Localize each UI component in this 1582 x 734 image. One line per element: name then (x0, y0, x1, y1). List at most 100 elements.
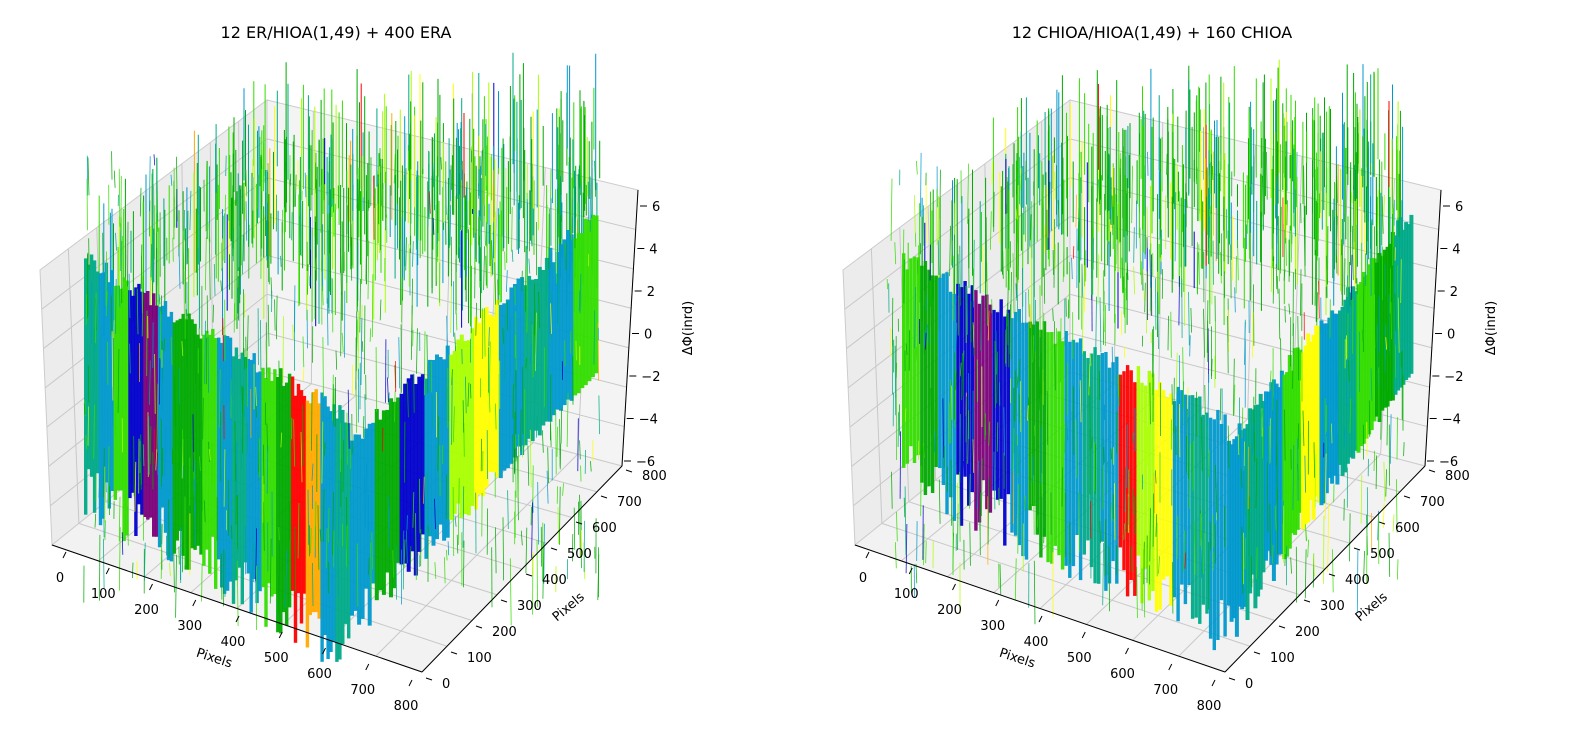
z-axis-label: ΔΦ(inrd) (1484, 301, 1499, 356)
z-axis-line (621, 189, 639, 467)
chart-title: 12 ER/HIOA(1,49) + 400 ERA (221, 23, 452, 42)
x-tick-mark (322, 647, 326, 655)
z-tick-label: −4 (1442, 413, 1461, 428)
x-tick-label: 400 (1024, 635, 1049, 650)
x-tick-mark (408, 679, 413, 687)
y-axis-label: Pixels (550, 590, 588, 625)
surface-data (886, 59, 1414, 651)
y-tick-mark (525, 573, 533, 577)
surface-data (83, 52, 601, 662)
chart-title: 12 CHIOA/HIOA(1,49) + 160 CHIOA (1012, 23, 1293, 42)
y-tick-mark (475, 625, 483, 629)
y-tick-mark (425, 677, 433, 681)
y-tick-label: 200 (492, 625, 517, 640)
x-tick-label: 500 (264, 651, 289, 666)
y-tick-mark (500, 599, 508, 603)
x-tick-mark (365, 663, 370, 671)
x-tick-label: 700 (1153, 683, 1178, 698)
x-tick-label: 600 (1110, 667, 1135, 682)
y-tick-label: 300 (517, 599, 542, 614)
y-tick-label: 500 (1370, 547, 1395, 562)
z-axis-line (1424, 189, 1442, 467)
y-tick-mark (600, 495, 608, 499)
y-tick-label: 800 (1445, 469, 1470, 484)
x-tick-label: 400 (221, 635, 246, 650)
y-tick-label: 0 (1245, 677, 1253, 692)
x-tick-mark (1168, 663, 1173, 671)
y-tick-label: 500 (567, 547, 592, 562)
x-tick-mark (1125, 647, 1129, 655)
z-tick-label: −2 (1444, 370, 1463, 385)
surface-plot-left: 0100200300400500600700800010020030040050… (39, 23, 696, 714)
x-tick-mark (1038, 615, 1043, 623)
y-tick-mark (1378, 521, 1386, 525)
y-axis-label: Pixels (1353, 590, 1391, 625)
y-tick-mark (1228, 677, 1236, 681)
x-tick-mark (865, 551, 870, 559)
x-tick-label: 500 (1067, 651, 1092, 666)
z-tick-label: −6 (1439, 455, 1458, 470)
y-tick-label: 100 (1270, 651, 1295, 666)
z-tick-label: 6 (1455, 200, 1463, 215)
x-tick-mark (1211, 679, 1216, 687)
y-tick-mark (625, 469, 633, 473)
y-tick-mark (575, 521, 583, 525)
y-tick-mark (1328, 573, 1336, 577)
y-tick-mark (1428, 469, 1436, 473)
y-tick-label: 600 (592, 521, 617, 536)
y-tick-label: 0 (442, 677, 450, 692)
x-tick-mark (278, 631, 283, 639)
z-tick-label: −4 (639, 413, 658, 428)
z-tick-label: 6 (652, 200, 660, 215)
x-tick-label: 700 (350, 683, 375, 698)
y-tick-label: 400 (1345, 573, 1370, 588)
y-tick-mark (1353, 547, 1361, 551)
z-axis-label: ΔΦ(inrd) (681, 301, 696, 356)
x-tick-label: 0 (56, 571, 64, 586)
y-tick-mark (550, 547, 558, 551)
x-tick-mark (192, 599, 197, 607)
y-tick-label: 300 (1320, 599, 1345, 614)
x-tick-label: 100 (894, 587, 919, 602)
y-tick-mark (1403, 495, 1411, 499)
y-tick-label: 800 (642, 469, 667, 484)
z-tick-label: 4 (649, 243, 657, 258)
x-tick-label: 800 (1197, 699, 1222, 714)
y-tick-mark (1278, 625, 1286, 629)
y-axis-line (1224, 465, 1426, 673)
x-tick-label: 300 (177, 619, 202, 634)
y-tick-mark (1253, 651, 1261, 655)
z-tick-label: 0 (1447, 328, 1455, 343)
x-axis-line (51, 544, 423, 673)
z-tick-label: −2 (641, 370, 660, 385)
x-tick-mark (62, 551, 67, 559)
x-tick-mark (235, 615, 240, 623)
x-axis-line (854, 544, 1226, 673)
x-tick-label: 300 (980, 619, 1005, 634)
y-tick-label: 700 (617, 495, 642, 510)
y-tick-label: 600 (1395, 521, 1420, 536)
x-tick-label: 200 (134, 603, 159, 618)
x-tick-label: 800 (394, 699, 419, 714)
x-tick-mark (105, 567, 110, 575)
y-tick-label: 400 (542, 573, 567, 588)
x-tick-label: 100 (91, 587, 116, 602)
x-tick-label: 600 (307, 667, 332, 682)
y-tick-mark (450, 651, 458, 655)
x-tick-label: 0 (859, 571, 867, 586)
x-tick-mark (952, 583, 956, 591)
z-tick-label: 2 (647, 285, 655, 300)
surface-plot-right: 0100200300400500600700800010020030040050… (842, 23, 1499, 714)
z-tick-label: 2 (1450, 285, 1458, 300)
x-tick-mark (149, 583, 153, 591)
y-tick-mark (1303, 599, 1311, 603)
x-tick-mark (908, 567, 913, 575)
x-tick-mark (995, 599, 1000, 607)
x-tick-mark (1081, 631, 1086, 639)
y-tick-label: 100 (467, 651, 492, 666)
y-tick-label: 700 (1420, 495, 1445, 510)
y-tick-label: 200 (1295, 625, 1320, 640)
z-tick-label: −6 (636, 455, 655, 470)
y-axis-line (421, 465, 623, 673)
